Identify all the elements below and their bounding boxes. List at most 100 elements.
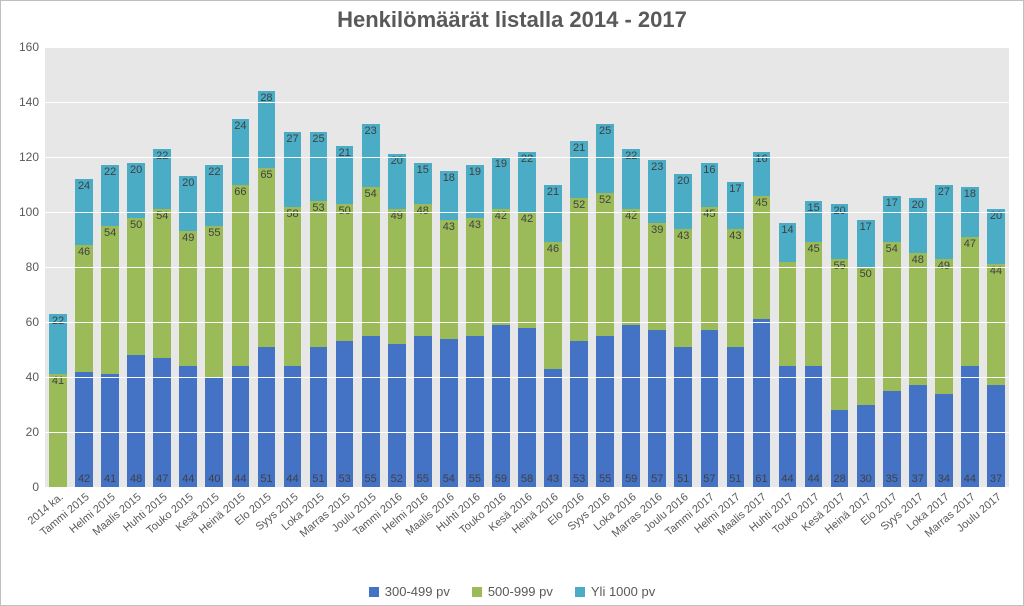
bar-value-label: 24 xyxy=(234,120,246,132)
bar-value-label: 30 xyxy=(860,473,872,485)
bar-value-label: 22 xyxy=(156,150,168,162)
bar-segment-s1: 28 xyxy=(831,410,849,487)
bar-value-label: 53 xyxy=(573,473,585,485)
bar-segment-s2: 43 xyxy=(466,218,484,336)
bar-value-label: 51 xyxy=(677,473,689,485)
bar-segment-s1: 57 xyxy=(648,330,666,487)
bar-segment-s1: 53 xyxy=(570,341,588,487)
bar-segment-s2: 55 xyxy=(831,259,849,410)
bar-segment-s3: 22 xyxy=(205,165,223,226)
bar-segment-s1: 55 xyxy=(362,336,380,487)
bar-segment-s3: 20 xyxy=(987,209,1005,264)
bar-value-label: 18 xyxy=(443,172,455,184)
bar-segment-s3: 21 xyxy=(336,146,354,204)
bar-segment-s3: 27 xyxy=(284,132,302,206)
bar-segment-s2: 54 xyxy=(153,209,171,358)
bar-segment-s3: 22 xyxy=(101,165,119,226)
bar-segment-s2 xyxy=(779,262,797,367)
bar-segment-s2: 52 xyxy=(596,193,614,336)
bar-segment-s2: 52 xyxy=(570,198,588,341)
bar-value-label: 48 xyxy=(912,254,924,266)
bar-value-label: 53 xyxy=(338,473,350,485)
bar-segment-s2: 43 xyxy=(727,229,745,347)
gridline xyxy=(45,157,1009,158)
bar-segment-s1: 53 xyxy=(336,341,354,487)
legend-label: Yli 1000 pv xyxy=(591,584,655,599)
bar-value-label: 45 xyxy=(703,208,715,220)
bar-segment-s2: 49 xyxy=(388,209,406,344)
bar-value-label: 23 xyxy=(365,125,377,137)
bar-segment-s3: 17 xyxy=(883,196,901,243)
bar-value-label: 17 xyxy=(860,221,872,233)
bar-segment-s1: 30 xyxy=(857,405,875,488)
bar-value-label: 44 xyxy=(807,473,819,485)
bar-segment-s1: 52 xyxy=(388,344,406,487)
bar-segment-s1: 54 xyxy=(440,339,458,488)
bar-value-label: 14 xyxy=(781,224,793,236)
bar-value-label: 50 xyxy=(338,205,350,217)
bar-value-label: 27 xyxy=(286,133,298,145)
bar-segment-s1: 51 xyxy=(310,347,328,487)
bar-segment-s3: 15 xyxy=(414,163,432,204)
bar-segment-s1: 44 xyxy=(779,366,797,487)
bar-segment-s1: 44 xyxy=(805,366,823,487)
bar-segment-s3: 19 xyxy=(492,157,510,209)
bar-segment-s3: 27 xyxy=(935,185,953,259)
bar-value-label: 51 xyxy=(729,473,741,485)
bar-segment-s3: 20 xyxy=(674,174,692,229)
bar-value-label: 48 xyxy=(130,473,142,485)
bar-value-label: 24 xyxy=(78,180,90,192)
bar-value-label: 44 xyxy=(781,473,793,485)
bar-value-label: 47 xyxy=(156,473,168,485)
bar-segment-s2: 45 xyxy=(805,242,823,366)
bar-segment-s2: 46 xyxy=(75,245,93,372)
bar-segment-s3: 22 xyxy=(518,152,536,213)
bar-value-label: 44 xyxy=(182,473,194,485)
bar-segment-s1: 44 xyxy=(284,366,302,487)
bar-value-label: 66 xyxy=(234,186,246,198)
legend: 300-499 pv500-999 pvYli 1000 pv xyxy=(1,584,1023,599)
bar-segment-s2: 43 xyxy=(674,229,692,347)
bar-value-label: 55 xyxy=(208,227,220,239)
bar-segment-s2: 50 xyxy=(127,218,145,356)
bar-segment-s1: 51 xyxy=(258,347,276,487)
bar-segment-s1: 42 xyxy=(75,372,93,488)
bar-value-label: 22 xyxy=(625,150,637,162)
bar-segment-s3: 17 xyxy=(727,182,745,229)
bar-segment-s3: 25 xyxy=(310,132,328,201)
y-tick-label: 140 xyxy=(19,95,45,109)
bar-value-label: 54 xyxy=(443,473,455,485)
bar-segment-s3: 23 xyxy=(648,160,666,223)
bar-segment-s1: 55 xyxy=(596,336,614,487)
bar-value-label: 65 xyxy=(260,169,272,181)
y-tick-label: 40 xyxy=(26,370,45,384)
bar-segment-s2: 54 xyxy=(362,187,380,336)
gridline xyxy=(45,102,1009,103)
y-tick-label: 100 xyxy=(19,205,45,219)
bar-segment-s2: 54 xyxy=(883,242,901,391)
stacked-bar-chart: Henkilömäärät listalla 2014 - 2017 41224… xyxy=(0,0,1024,606)
bar-value-label: 39 xyxy=(651,224,663,236)
bar-value-label: 54 xyxy=(886,243,898,255)
bar-segment-s2: 39 xyxy=(648,223,666,330)
y-tick-label: 120 xyxy=(19,150,45,164)
bar-value-label: 44 xyxy=(964,473,976,485)
bar-value-label: 54 xyxy=(365,188,377,200)
bar-segment-s1: 43 xyxy=(544,369,562,487)
bar-segment-s2: 53 xyxy=(310,201,328,347)
bar-segment-s2: 48 xyxy=(909,253,927,385)
bar-value-label: 35 xyxy=(886,473,898,485)
legend-item: 500-999 pv xyxy=(472,584,553,599)
plot-area: 4122424624415422485020475422444920405522… xyxy=(45,47,1009,487)
bar-segment-s1: 55 xyxy=(414,336,432,487)
gridline xyxy=(45,47,1009,48)
bar-value-label: 51 xyxy=(312,473,324,485)
bar-segment-s2: 49 xyxy=(179,231,197,366)
bar-segment-s1: 51 xyxy=(674,347,692,487)
bar-value-label: 37 xyxy=(990,473,1002,485)
bar-value-label: 49 xyxy=(182,232,194,244)
bar-value-label: 54 xyxy=(104,227,116,239)
gridline xyxy=(45,322,1009,323)
bar-value-label: 18 xyxy=(964,188,976,200)
bar-value-label: 20 xyxy=(182,177,194,189)
